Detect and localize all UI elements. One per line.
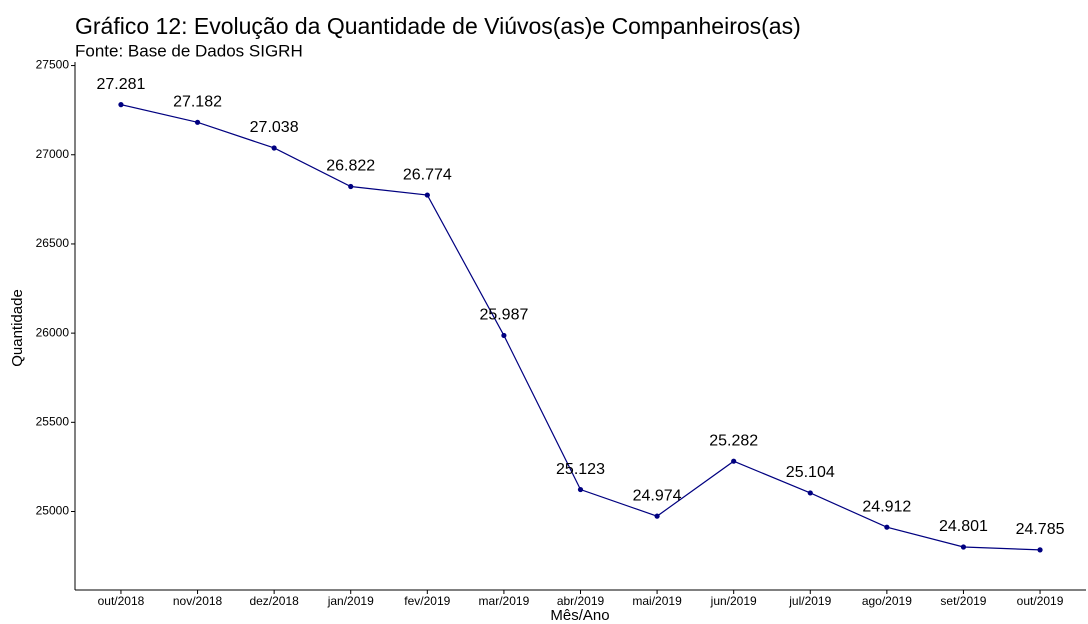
x-tick-label: jul/2019	[788, 594, 831, 608]
y-tick-label: 25500	[36, 414, 70, 428]
data-point	[348, 183, 354, 190]
y-axis-label: Quantidade	[9, 289, 26, 367]
data-point	[271, 145, 277, 151]
data-label: 24.974	[633, 487, 682, 504]
y-tick-label: 27000	[36, 147, 70, 161]
series-line	[120, 104, 1041, 551]
data-point	[424, 192, 430, 198]
x-tick-label: out/2018	[98, 594, 145, 608]
data-point	[884, 524, 890, 530]
data-label: 25.987	[479, 307, 528, 324]
x-tick-label: mar/2019	[479, 594, 530, 608]
data-label: 24.801	[939, 518, 988, 535]
x-tick-label: jan/2019	[327, 594, 374, 608]
data-label: 27.281	[96, 76, 145, 93]
data-point	[960, 544, 967, 550]
x-tick-label: out/2019	[1017, 594, 1064, 608]
x-tick-label: jun/2019	[710, 594, 757, 608]
x-tick-label: fev/2019	[404, 594, 450, 608]
data-label: 25.123	[556, 461, 605, 478]
data-label: 25.104	[786, 464, 835, 481]
data-label: 24.785	[1016, 521, 1065, 538]
data-label: 26.822	[326, 158, 375, 175]
data-point	[118, 102, 124, 108]
y-tick-label: 26000	[36, 325, 70, 339]
x-tick-label: dez/2018	[249, 594, 299, 608]
y-tick-label: 26500	[36, 236, 70, 250]
data-point	[807, 490, 813, 496]
y-tick-label: 25000	[36, 504, 70, 518]
data-point	[654, 513, 660, 519]
data-label: 26.774	[403, 166, 452, 183]
data-label: 24.912	[862, 498, 911, 515]
x-tick-label: set/2019	[940, 594, 986, 608]
chart-subtitle: Fonte: Base de Dados SIGRH	[75, 41, 303, 60]
data-label: 25.282	[709, 432, 758, 449]
x-tick-label: mai/2019	[632, 594, 682, 608]
data-point	[501, 332, 507, 339]
data-label: 27.182	[173, 94, 222, 111]
data-point	[731, 458, 737, 464]
x-tick-label: nov/2018	[173, 594, 223, 608]
data-point	[1037, 547, 1043, 553]
y-tick-label: 27500	[36, 58, 70, 72]
x-axis-label: Mês/Ano	[550, 607, 609, 624]
x-tick-label: ago/2019	[862, 594, 912, 608]
x-tick-label: abr/2019	[557, 594, 605, 608]
data-label: 27.038	[250, 119, 299, 136]
data-point	[577, 486, 584, 493]
data-point	[194, 119, 201, 125]
chart-title: Gráfico 12: Evolução da Quantidade de Vi…	[75, 13, 801, 39]
